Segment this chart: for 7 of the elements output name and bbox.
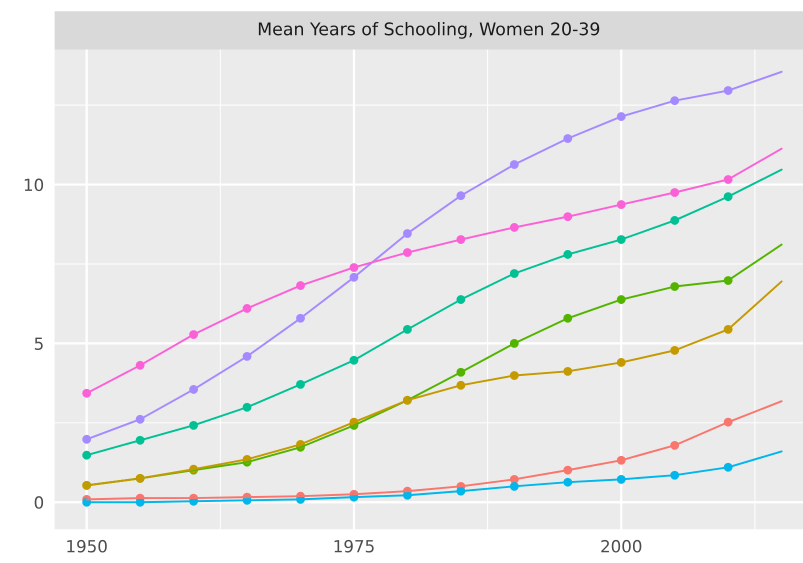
x-tick-label: 1975 [334, 540, 374, 553]
x-tick-label: 1950 [67, 540, 107, 553]
x-tick-label: 2000 [601, 540, 642, 553]
y-tick-label: 5 [34, 338, 43, 350]
y-tick-label: 0 [34, 496, 44, 509]
chart-title: Mean Years of Schooling, Women 20-39 [258, 22, 600, 39]
y-tick-label: 10 [24, 178, 44, 192]
